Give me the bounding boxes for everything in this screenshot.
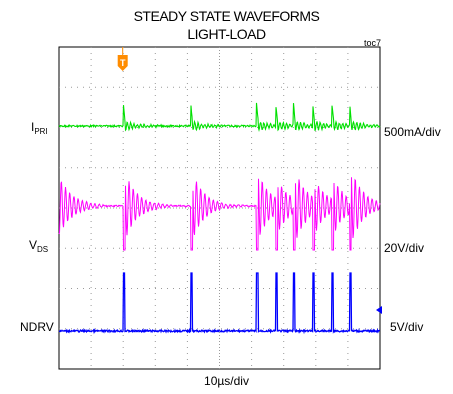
x-axis-label: 10µs/div [204, 374, 249, 388]
trigger-level-icon [376, 306, 382, 314]
chart-title-line2: LIGHT-LOAD [187, 26, 266, 42]
traces [58, 102, 381, 335]
label-ndrv: NDRV [20, 320, 54, 334]
scale-ndrv: 5V/div [390, 320, 424, 334]
label-ipri: IPRI [31, 120, 48, 136]
trace-ipri [58, 102, 381, 133]
trigger-marker-icon [117, 55, 128, 71]
markers: T [117, 47, 382, 314]
trace-ndrv [58, 272, 381, 335]
grid [59, 47, 380, 369]
figure-id: toc7 [364, 38, 382, 48]
scale-ipri: 500mA/div [384, 125, 441, 139]
trace-vds [58, 177, 381, 251]
label-vds: VDS [29, 238, 49, 254]
scale-vds: 20V/div [384, 241, 425, 255]
trigger-marker-label: T [120, 58, 126, 68]
chart-title-line1: STEADY STATE WAVEFORMS [133, 8, 320, 24]
